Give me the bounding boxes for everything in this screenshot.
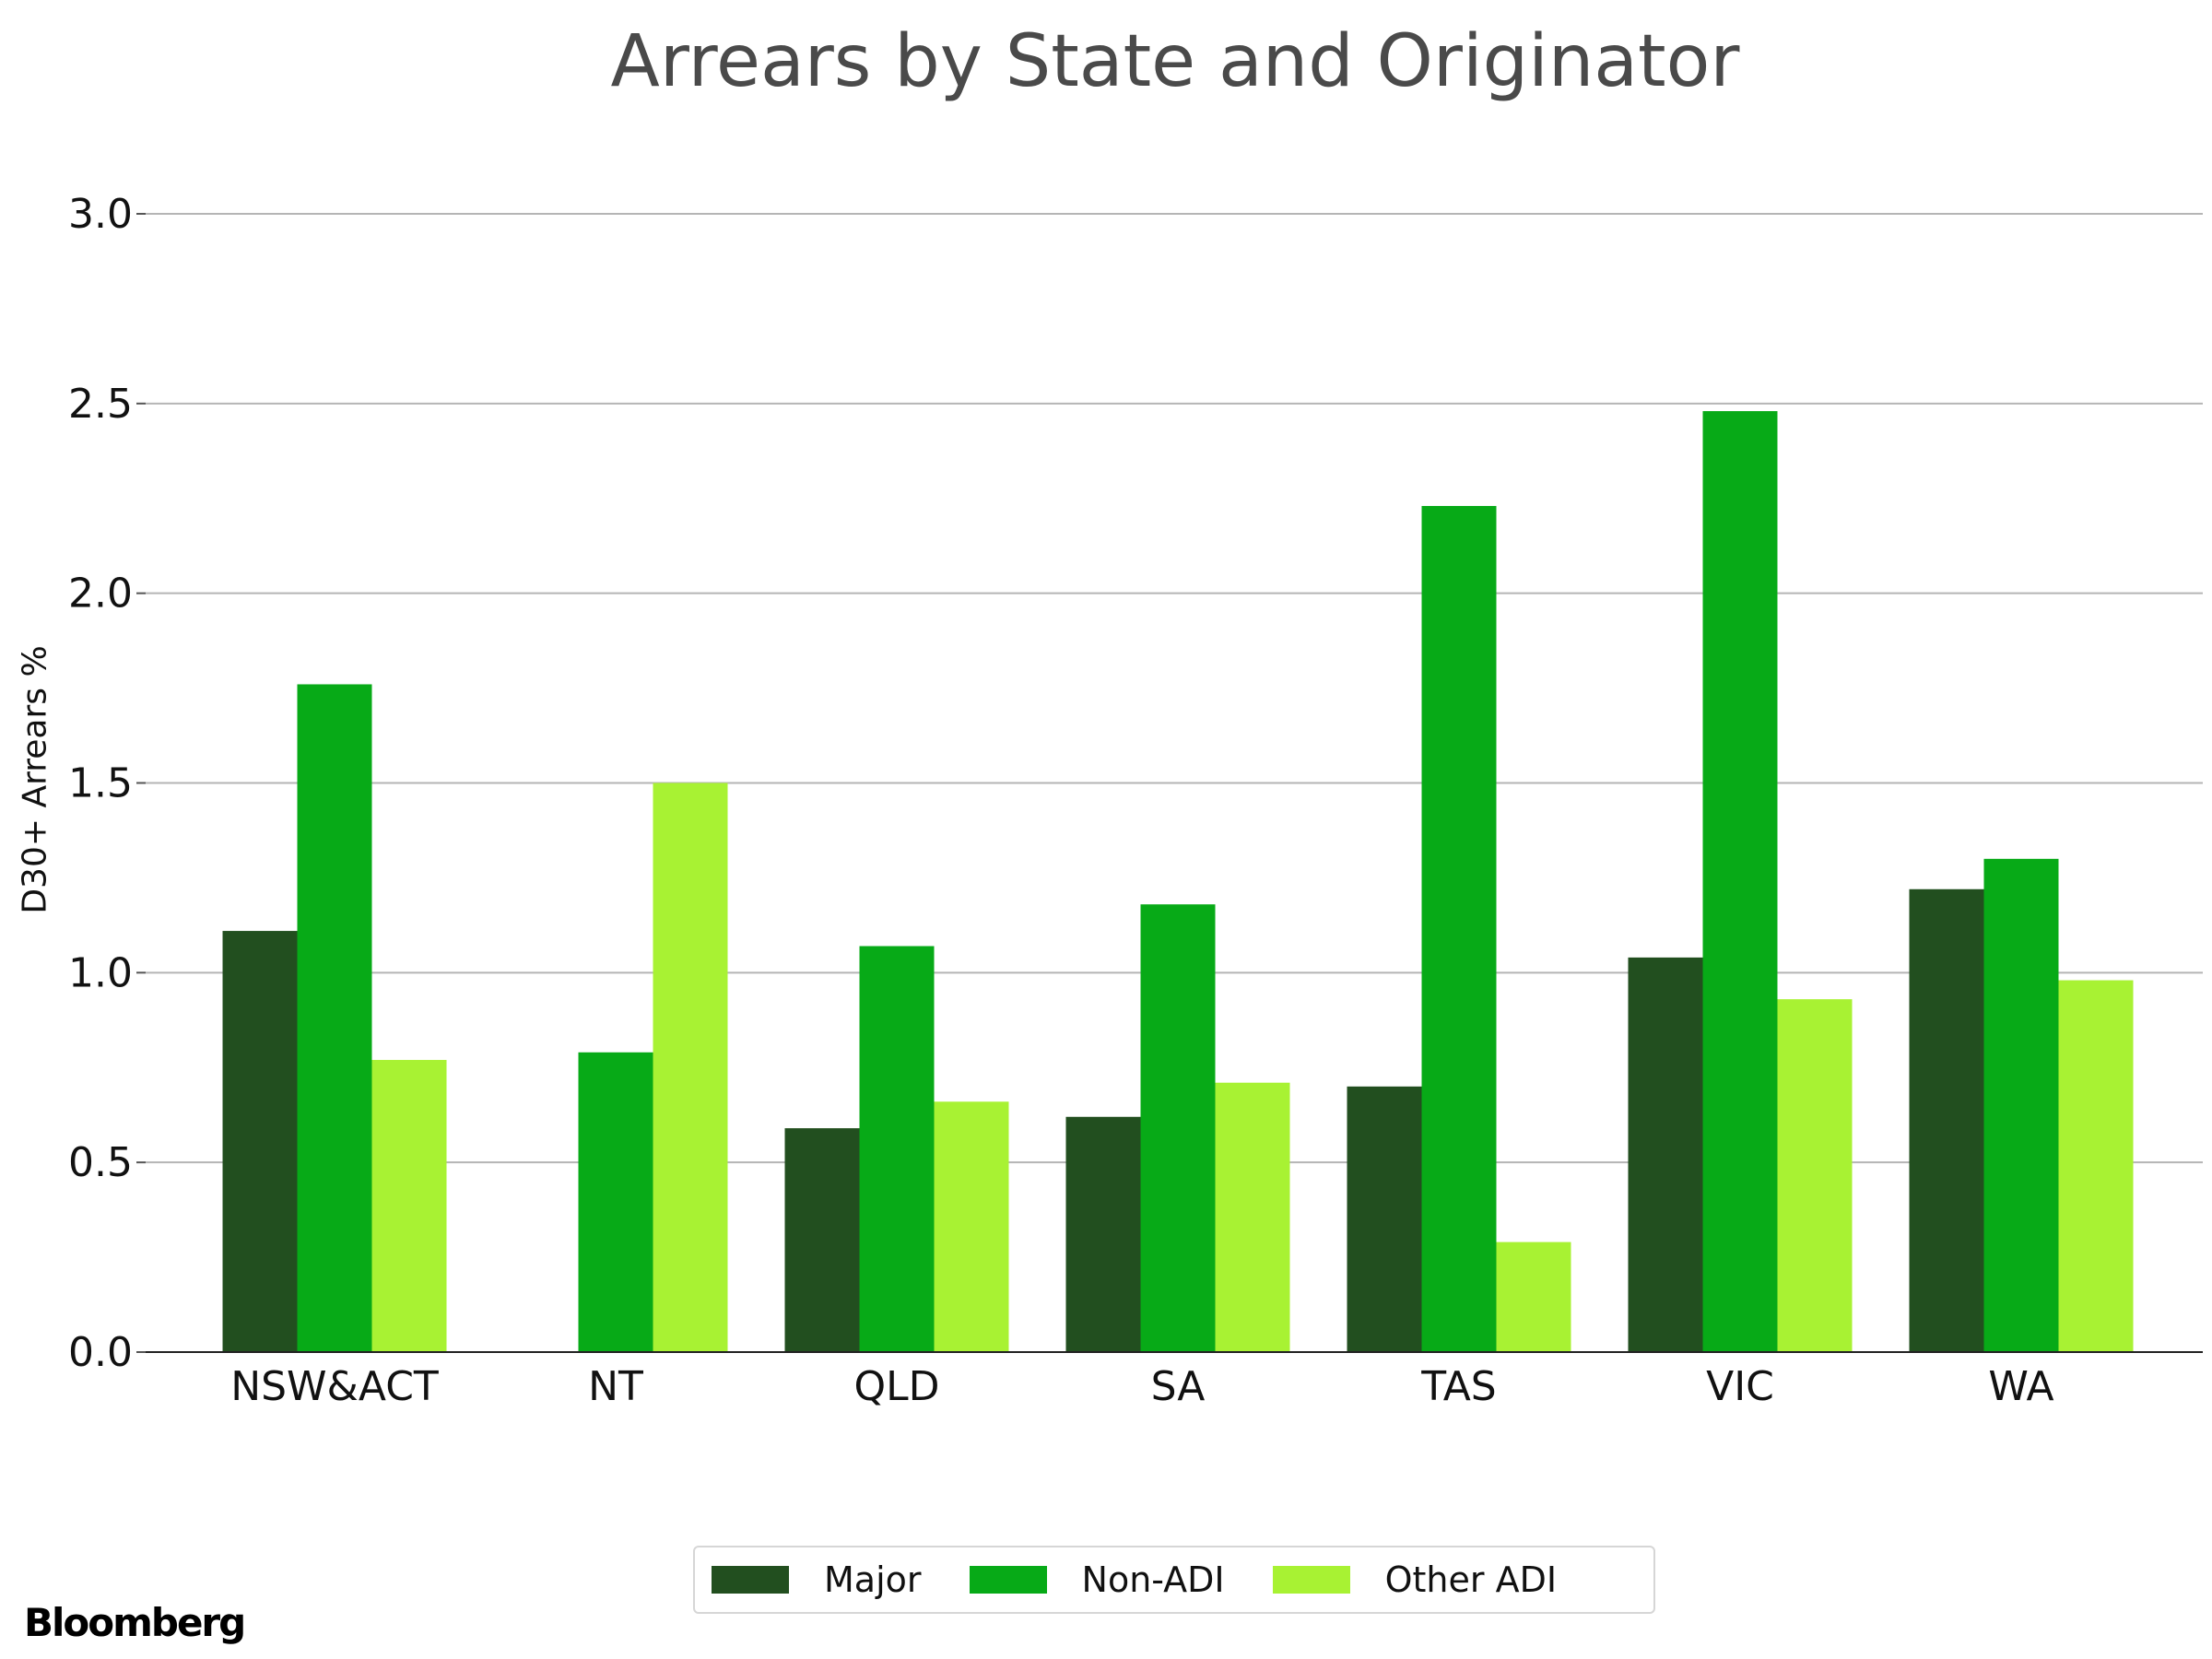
- bar-other-adi: [1777, 999, 1853, 1352]
- y-tick-label: 0.5: [68, 1139, 133, 1186]
- bar-non-adi: [297, 684, 372, 1352]
- bar-non-adi: [859, 946, 935, 1352]
- x-tick-label: NT: [588, 1363, 643, 1410]
- legend-label-major: Major: [824, 1559, 922, 1600]
- bar-non-adi: [1983, 858, 2059, 1352]
- bloomberg-logo: Bloomberg: [24, 1600, 246, 1645]
- legend-label-non-adi: Non-ADI: [1081, 1559, 1225, 1600]
- legend-label-other-adi: Other ADI: [1384, 1559, 1558, 1600]
- bar-non-adi: [1421, 505, 1497, 1352]
- y-tick-label: 0.0: [68, 1329, 133, 1376]
- bar-major: [1347, 1086, 1422, 1352]
- bar-other-adi: [934, 1101, 1009, 1352]
- y-tick-label: 2.5: [68, 381, 133, 428]
- x-tick-label: TAS: [1420, 1363, 1497, 1410]
- y-tick-label: 1.5: [68, 760, 133, 807]
- bar-non-adi: [1702, 411, 1778, 1353]
- bar-other-adi: [1215, 1082, 1290, 1352]
- x-tick-label: SA: [1151, 1363, 1206, 1410]
- bar-major: [222, 931, 298, 1352]
- x-tick-label: QLD: [853, 1363, 939, 1410]
- legend-swatch-other-adi: [1272, 1566, 1350, 1594]
- bar-other-adi: [1496, 1241, 1571, 1352]
- x-tick-label: WA: [1988, 1363, 2053, 1410]
- bar-other-adi: [371, 1060, 447, 1352]
- legend-item-other-adi: Other ADI: [1272, 1559, 1558, 1600]
- y-tick-label: 1.0: [68, 949, 133, 996]
- bar-major: [1628, 957, 1703, 1352]
- bar-non-adi: [578, 1052, 653, 1352]
- legend-swatch-major: [712, 1566, 789, 1594]
- y-axis-label: D30+ Arrears %: [16, 645, 54, 914]
- bar-other-adi: [653, 782, 728, 1352]
- bar-major: [1909, 888, 1984, 1352]
- y-tick-label: 2.0: [68, 571, 133, 618]
- legend-item-non-adi: Non-ADI: [969, 1559, 1225, 1600]
- bar-major: [1065, 1116, 1141, 1352]
- bar-other-adi: [2058, 980, 2134, 1352]
- legend-item-major: Major: [712, 1559, 922, 1600]
- y-tick-label: 3.0: [68, 191, 133, 238]
- chart-title: Arrears by State and Originator: [610, 20, 1740, 103]
- bar-major: [784, 1128, 860, 1352]
- x-tick-label: VIC: [1706, 1363, 1774, 1410]
- chart-legend: Major Non-ADI Other ADI: [693, 1546, 1655, 1614]
- legend-swatch-non-adi: [969, 1566, 1047, 1594]
- x-tick-label: NSW&ACT: [230, 1363, 439, 1410]
- bar-non-adi: [1140, 904, 1216, 1352]
